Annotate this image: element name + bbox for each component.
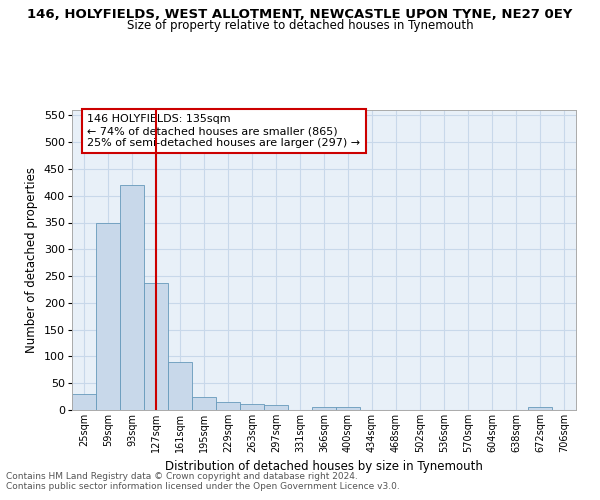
Bar	[144, 283, 168, 410]
Bar	[528, 408, 552, 410]
X-axis label: Distribution of detached houses by size in Tynemouth: Distribution of detached houses by size …	[165, 460, 483, 473]
Bar	[72, 394, 96, 410]
Text: Contains public sector information licensed under the Open Government Licence v3: Contains public sector information licen…	[6, 482, 400, 491]
Text: 146, HOLYFIELDS, WEST ALLOTMENT, NEWCASTLE UPON TYNE, NE27 0EY: 146, HOLYFIELDS, WEST ALLOTMENT, NEWCAST…	[28, 8, 572, 20]
Bar	[240, 404, 264, 410]
Text: 146 HOLYFIELDS: 135sqm
← 74% of detached houses are smaller (865)
25% of semi-de: 146 HOLYFIELDS: 135sqm ← 74% of detached…	[87, 114, 360, 148]
Bar	[336, 408, 360, 410]
Bar	[264, 404, 288, 410]
Text: Size of property relative to detached houses in Tynemouth: Size of property relative to detached ho…	[127, 18, 473, 32]
Bar	[96, 222, 120, 410]
Bar	[120, 185, 144, 410]
Bar	[312, 408, 336, 410]
Bar	[192, 396, 216, 410]
Y-axis label: Number of detached properties: Number of detached properties	[25, 167, 38, 353]
Bar	[216, 402, 240, 410]
Text: Contains HM Land Registry data © Crown copyright and database right 2024.: Contains HM Land Registry data © Crown c…	[6, 472, 358, 481]
Bar	[168, 362, 192, 410]
